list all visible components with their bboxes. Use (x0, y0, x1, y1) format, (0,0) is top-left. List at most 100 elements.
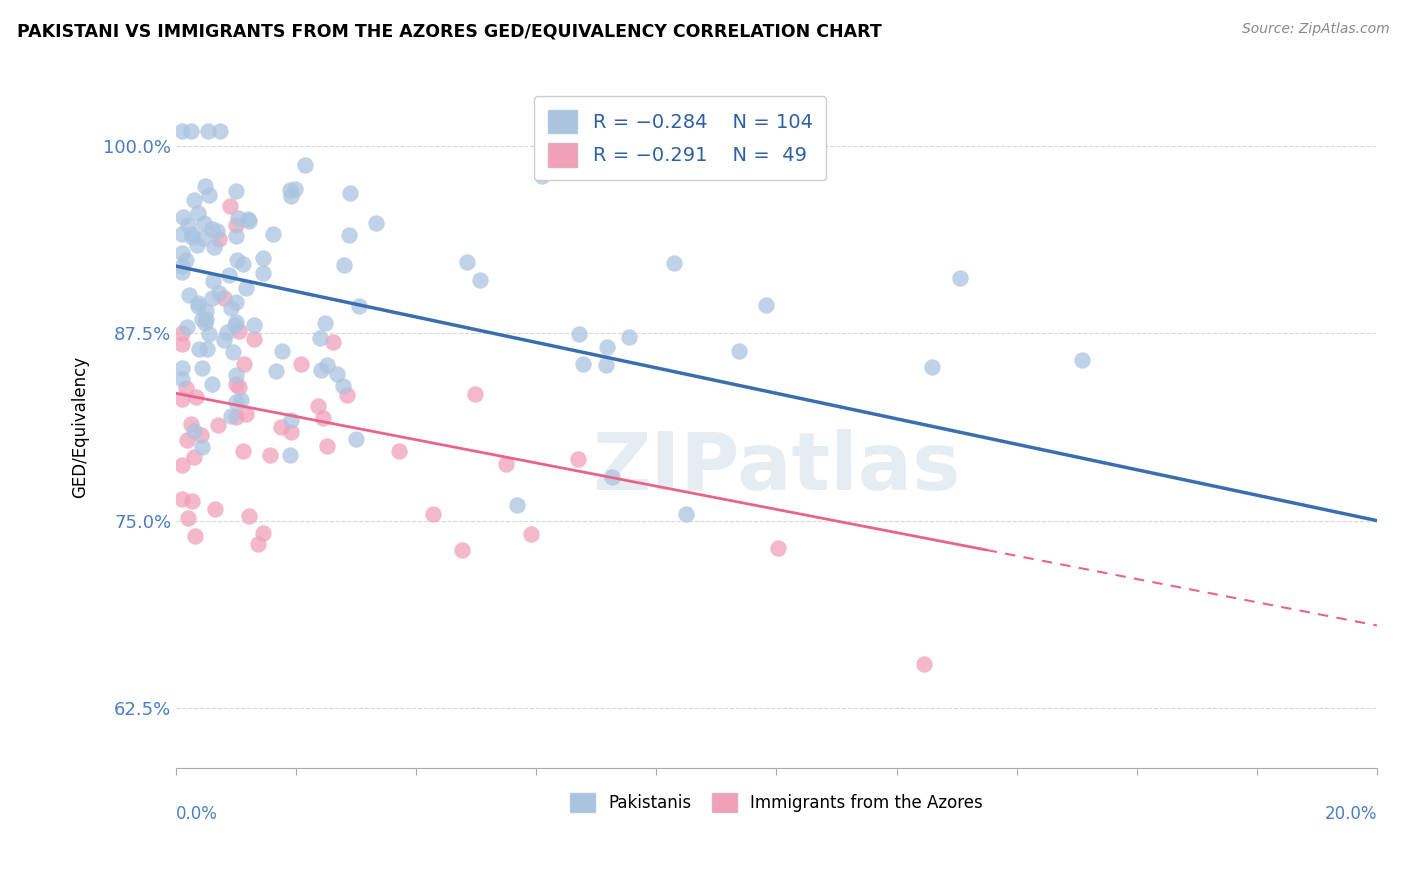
Point (228, 379, 250, 393)
Point (190, 361, 212, 376)
Point (307, 400, 329, 414)
Point (226, 253, 249, 268)
Point (170, 392, 193, 406)
Point (208, 285, 231, 300)
Point (595, 340, 617, 354)
Point (180, 417, 202, 431)
Point (191, 440, 214, 454)
Point (177, 511, 200, 525)
Point (170, 259, 193, 273)
Point (198, 188, 221, 202)
Point (364, 216, 387, 230)
Text: ZIPatlas: ZIPatlas (592, 429, 960, 507)
Point (170, 337, 193, 351)
Point (280, 188, 302, 202)
Point (225, 295, 247, 310)
Point (322, 334, 344, 349)
Point (170, 372, 193, 386)
Point (572, 357, 595, 371)
Point (280, 413, 302, 427)
Point (190, 312, 212, 326)
Point (170, 246, 193, 260)
Point (232, 444, 254, 458)
Point (191, 231, 214, 245)
Point (567, 452, 589, 467)
Point (176, 433, 198, 447)
Point (170, 265, 193, 279)
Point (172, 210, 194, 224)
Point (181, 227, 204, 242)
Point (181, 493, 204, 508)
Point (190, 428, 212, 442)
Point (202, 274, 225, 288)
Point (187, 299, 209, 313)
Point (595, 359, 617, 373)
Point (176, 218, 198, 232)
Point (264, 364, 287, 378)
Point (344, 432, 367, 446)
Point (225, 184, 247, 198)
Point (208, 232, 231, 246)
Point (278, 183, 301, 197)
Y-axis label: GED/Equivalency: GED/Equivalency (72, 356, 89, 498)
Point (309, 362, 332, 376)
Point (617, 330, 640, 344)
Point (225, 315, 247, 329)
Point (218, 199, 240, 213)
Point (228, 325, 250, 339)
Point (232, 257, 254, 271)
Point (219, 301, 242, 316)
Point (205, 224, 228, 238)
Point (212, 291, 235, 305)
Point (464, 387, 486, 401)
Point (238, 214, 260, 228)
Point (332, 379, 354, 393)
Point (262, 227, 284, 241)
Point (225, 218, 247, 232)
Point (186, 238, 208, 252)
Point (207, 418, 229, 433)
Point (225, 410, 247, 425)
Point (235, 281, 257, 295)
Point (197, 124, 219, 138)
Point (170, 361, 193, 376)
Point (252, 526, 274, 541)
Point (195, 304, 218, 318)
Text: 20.0%: 20.0% (1324, 805, 1376, 823)
Point (339, 186, 361, 201)
Point (233, 357, 256, 371)
Point (170, 227, 193, 241)
Point (1070, 352, 1092, 367)
Text: 0.0%: 0.0% (176, 805, 218, 823)
Point (183, 450, 205, 465)
Legend: Pakistanis, Immigrants from the Azores: Pakistanis, Immigrants from the Azores (562, 785, 991, 821)
Point (336, 388, 359, 402)
Point (568, 327, 591, 342)
Point (225, 395, 247, 409)
Point (204, 501, 226, 516)
Point (243, 332, 266, 346)
Point (209, 124, 232, 138)
Point (219, 409, 242, 423)
Point (912, 657, 935, 671)
Point (294, 158, 316, 172)
Point (218, 268, 240, 283)
Point (246, 537, 269, 551)
Point (224, 318, 246, 332)
Point (188, 342, 211, 356)
Point (170, 458, 193, 473)
Point (755, 298, 778, 312)
Text: Source: ZipAtlas.com: Source: ZipAtlas.com (1241, 22, 1389, 37)
Point (180, 124, 202, 138)
Point (194, 178, 217, 193)
Point (176, 319, 198, 334)
Point (235, 407, 257, 421)
Point (271, 344, 294, 359)
Point (187, 206, 209, 220)
Point (520, 527, 543, 541)
Point (201, 291, 224, 305)
Point (183, 193, 205, 207)
Point (468, 273, 491, 287)
Point (194, 312, 217, 326)
Point (252, 266, 274, 280)
